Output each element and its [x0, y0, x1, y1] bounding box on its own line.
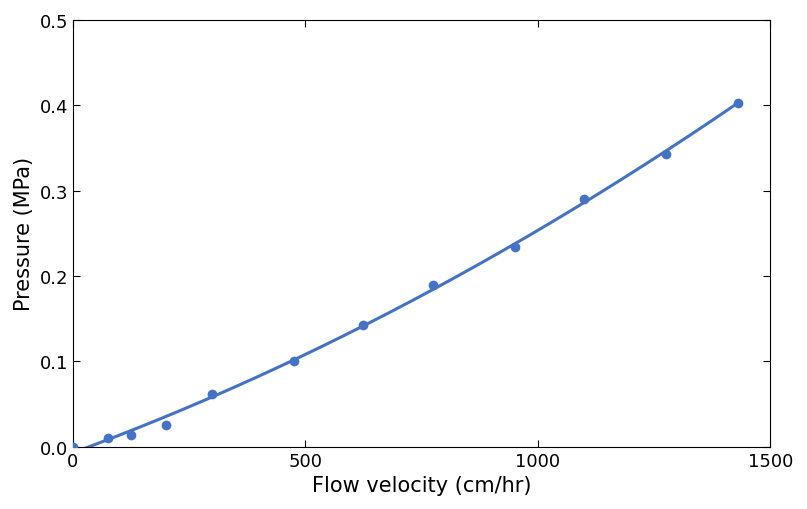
- X-axis label: Flow velocity (cm/hr): Flow velocity (cm/hr): [312, 475, 531, 495]
- Y-axis label: Pressure (MPa): Pressure (MPa): [14, 157, 34, 310]
